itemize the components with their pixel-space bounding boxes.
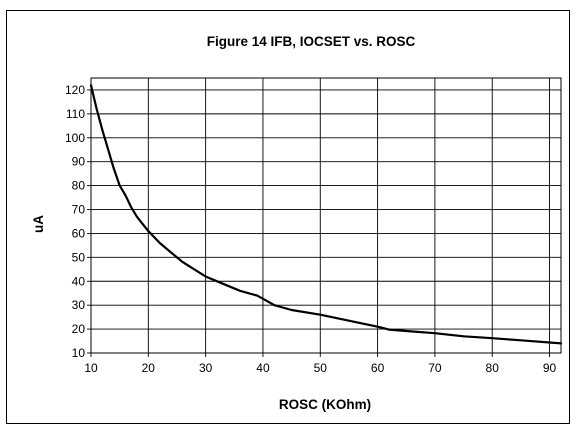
series-group xyxy=(89,84,563,345)
y-tick-label: 10 xyxy=(72,346,86,360)
y-axis-title: uA xyxy=(31,215,46,233)
y-tick-label: 40 xyxy=(72,274,86,288)
plot-area xyxy=(90,77,562,354)
x-tick-label: 70 xyxy=(428,361,442,375)
y-tick-label: 90 xyxy=(72,155,86,169)
y-tick-label: 100 xyxy=(65,131,85,145)
x-tick-label: 80 xyxy=(486,361,500,375)
y-tick-label: 60 xyxy=(72,226,86,240)
x-axis-title: ROSC (KOhm) xyxy=(279,397,371,412)
chart-title: Figure 14 IFB, IOCSET vs. ROSC xyxy=(207,34,416,49)
x-tick-label: 50 xyxy=(314,361,328,375)
x-axis-ticks: 10 20 30 40 50 60 70 80 90 xyxy=(84,353,557,375)
y-tick-label: 30 xyxy=(72,298,86,312)
series-line xyxy=(89,84,563,345)
y-axis-ticks: 10 20 30 40 50 60 70 80 90 100 110 120 xyxy=(65,83,91,360)
y-tick-label: 20 xyxy=(72,322,86,336)
y-tick-label: 70 xyxy=(72,203,86,217)
gridlines xyxy=(90,78,561,354)
x-tick-label: 20 xyxy=(142,361,156,375)
x-tick-label: 90 xyxy=(543,361,557,375)
x-tick-label: 10 xyxy=(84,361,98,375)
y-tick-label: 50 xyxy=(72,250,86,264)
plot-border xyxy=(90,77,562,354)
x-tick-label: 60 xyxy=(371,361,385,375)
y-tick-label: 120 xyxy=(65,83,85,97)
chart-frame xyxy=(6,10,570,424)
y-tick-label: 80 xyxy=(72,179,86,193)
x-tick-label: 40 xyxy=(256,361,270,375)
x-tick-label: 30 xyxy=(199,361,213,375)
y-tick-label: 110 xyxy=(66,107,85,121)
